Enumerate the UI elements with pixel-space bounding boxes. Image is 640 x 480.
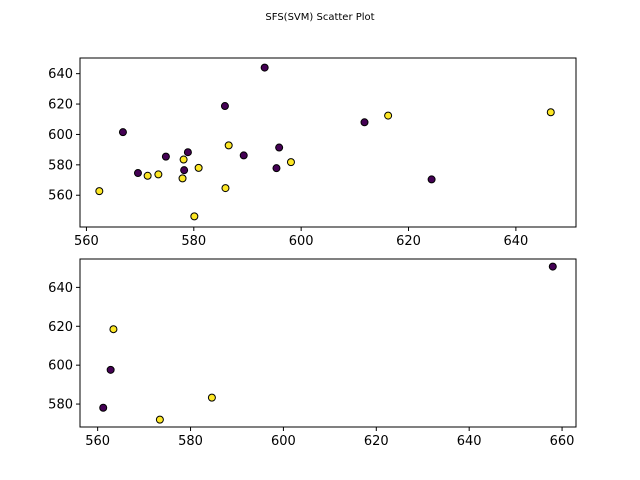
bottom-point-1 [106, 365, 115, 374]
top-point-10 [272, 164, 281, 173]
bottom-x-tick-label: 660 [550, 434, 575, 449]
bottom-y-tick-label: 600 [48, 359, 73, 374]
top-point-5 [183, 148, 192, 157]
top-point-21 [95, 187, 104, 196]
top-point-4 [161, 152, 170, 161]
top-x-tick-label: 640 [503, 234, 528, 249]
bottom-y-tick-label: 620 [48, 320, 73, 335]
top-point-14 [224, 141, 233, 150]
bottom-x-tick-label: 620 [364, 434, 389, 449]
bottom-x-tick-label: 600 [271, 434, 296, 449]
bottom-axes-frame [79, 258, 577, 428]
bottom-point-4 [207, 393, 216, 402]
bottom-point-5 [155, 415, 164, 424]
top-point-20 [178, 174, 187, 183]
bottom-y-tick-label: 580 [48, 398, 73, 413]
bottom-point-3 [109, 325, 118, 334]
top-point-8 [133, 169, 142, 178]
top-y-tick-label: 640 [48, 67, 73, 82]
top-point-11 [427, 175, 436, 184]
top-y-tick-label: 600 [48, 128, 73, 143]
top-point-12 [546, 108, 555, 117]
top-point-9 [180, 166, 189, 175]
bottom-x-tick-label: 640 [457, 434, 482, 449]
top-point-15 [286, 158, 295, 167]
figure-title: SFS(SVM) Scatter Plot [265, 12, 374, 23]
bottom-points [99, 262, 557, 424]
bottom-y-tick-label: 640 [48, 281, 73, 296]
top-point-19 [154, 170, 163, 179]
top-point-2 [118, 128, 127, 137]
top-point-13 [384, 111, 393, 120]
top-point-6 [275, 143, 284, 152]
bottom-x-tick-label: 580 [178, 434, 203, 449]
top-x-tick-label: 600 [289, 234, 314, 249]
top-x-tick-label: 620 [396, 234, 421, 249]
top-axes-frame [79, 57, 577, 228]
top-y-tick-label: 580 [48, 158, 73, 173]
top-point-17 [194, 163, 203, 172]
top-points [95, 63, 555, 221]
bottom-point-2 [99, 403, 108, 412]
bottom-scatter-axes: 560 580 600 620 640 660 580 600 620 640 [48, 258, 577, 449]
top-point-16 [179, 155, 188, 164]
top-point-18 [143, 171, 152, 180]
top-point-0 [260, 63, 269, 72]
top-x-tick-label: 580 [181, 234, 206, 249]
top-point-3 [360, 118, 369, 127]
top-point-23 [190, 212, 199, 221]
top-point-22 [221, 184, 230, 193]
bottom-x-tick-label: 560 [85, 434, 110, 449]
bottom-point-0 [548, 262, 557, 271]
top-x-tick-label: 560 [74, 234, 99, 249]
top-point-1 [220, 102, 229, 111]
top-y-tick-label: 560 [48, 189, 73, 204]
top-point-7 [239, 151, 248, 160]
top-y-tick-label: 620 [48, 98, 73, 113]
top-scatter-axes: 560 580 600 620 640 560 580 600 620 640 [48, 57, 577, 249]
